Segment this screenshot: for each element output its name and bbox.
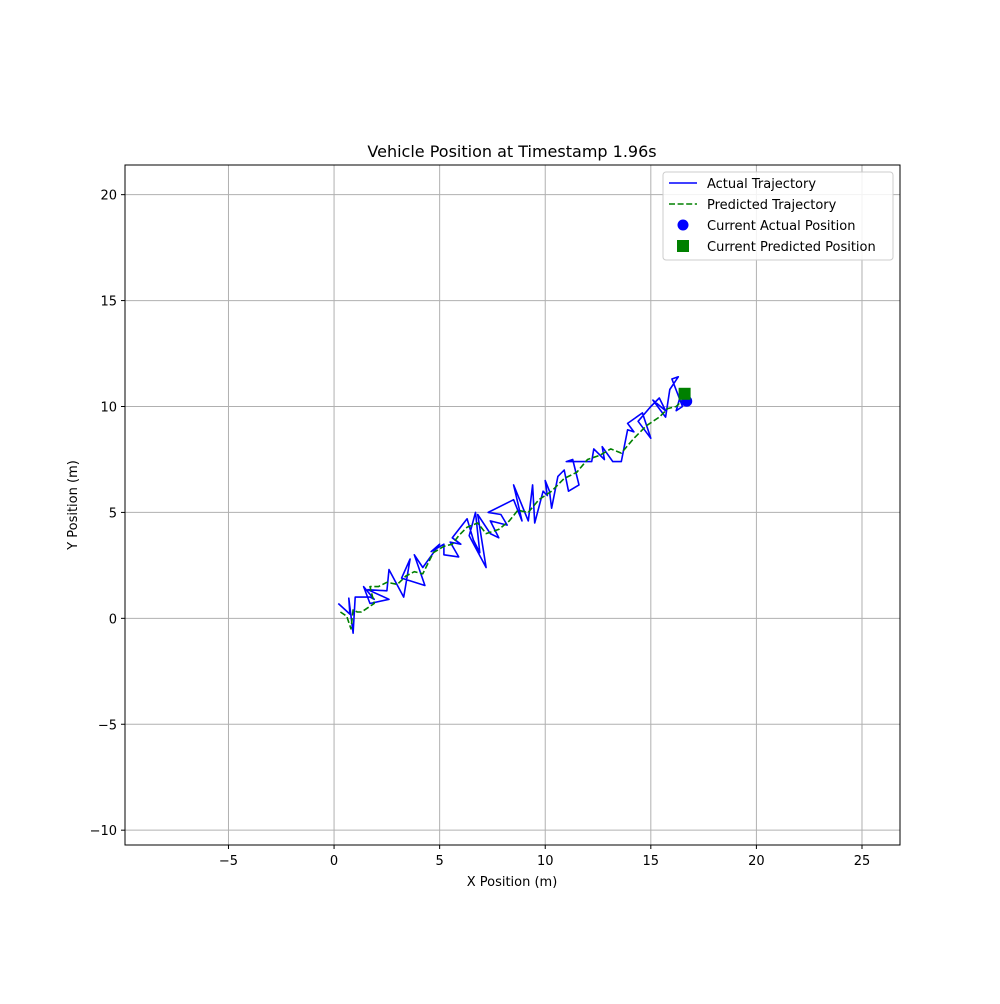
predicted-trajectory-line bbox=[339, 393, 686, 630]
y-axis-label: Y Position (m) bbox=[66, 460, 81, 551]
axis-ticks: −5 0 5 10 15 20 25 −10 −5 0 5 10 15 20 bbox=[90, 189, 871, 869]
y-tick-label: 10 bbox=[100, 400, 117, 415]
y-tick-label: 0 bbox=[109, 612, 117, 627]
y-tick-label: −10 bbox=[90, 824, 117, 839]
x-axis-label: X Position (m) bbox=[467, 875, 558, 890]
legend-label: Actual Trajectory bbox=[707, 177, 816, 192]
x-tick-label: 15 bbox=[643, 854, 660, 869]
current-predicted-position-marker bbox=[678, 387, 691, 400]
legend-label: Current Predicted Position bbox=[707, 240, 876, 255]
x-tick-label: 0 bbox=[330, 854, 338, 869]
x-tick-label: −5 bbox=[219, 854, 238, 869]
plot-frame bbox=[124, 164, 901, 846]
legend-current-actual-position-swatch bbox=[677, 219, 689, 231]
legend-label: Predicted Trajectory bbox=[707, 198, 837, 213]
actual-trajectory-line bbox=[337, 375, 688, 635]
legend: Actual Trajectory Predicted Trajectory Cur… bbox=[662, 171, 894, 261]
chart-title: Vehicle Position at Timestamp 1.96s bbox=[367, 142, 656, 161]
y-tick-label: 15 bbox=[100, 295, 117, 310]
series-layer bbox=[337, 375, 693, 635]
x-tick-label: 5 bbox=[436, 854, 444, 869]
x-tick-label: 20 bbox=[748, 854, 765, 869]
legend-current-predicted-position-swatch bbox=[677, 240, 689, 252]
x-tick-label: 25 bbox=[854, 854, 871, 869]
x-tick-label: 10 bbox=[537, 854, 554, 869]
y-tick-label: 5 bbox=[109, 506, 117, 521]
grid-lines bbox=[125, 165, 900, 845]
legend-label: Current Actual Position bbox=[707, 219, 855, 234]
y-tick-label: 20 bbox=[100, 189, 117, 204]
legend-box bbox=[662, 171, 894, 261]
y-tick-label: −5 bbox=[98, 718, 117, 733]
